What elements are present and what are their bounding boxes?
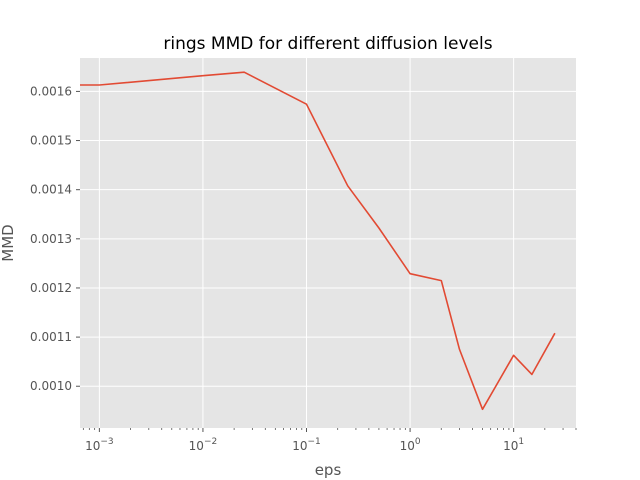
y-tick-label: 0.0012 <box>30 281 72 295</box>
x-tick-label: 100 <box>400 437 421 453</box>
y-axis-label: MMD <box>0 224 17 261</box>
y-tick-label: 0.0016 <box>30 84 72 98</box>
plot-background <box>80 58 576 428</box>
y-tick-label: 0.0014 <box>30 183 72 197</box>
y-tick-label: 0.0013 <box>30 232 72 246</box>
x-tick-label: 10−1 <box>292 437 321 453</box>
x-axis-label: eps <box>315 461 342 479</box>
minor-ticks <box>82 428 577 430</box>
series-group <box>80 71 556 411</box>
x-tick-label: 10−2 <box>189 437 218 453</box>
x-tick-label: 101 <box>503 437 524 453</box>
series-line <box>80 71 556 411</box>
x-tick-labels: 10−3 10−2 10−1 100 101 <box>85 428 524 453</box>
y-tick-label: 0.0015 <box>30 134 72 148</box>
y-tick-label: 0.0011 <box>30 330 72 344</box>
grid-lines <box>80 58 576 428</box>
chart-title: rings MMD for different diffusion levels <box>163 34 492 54</box>
y-tick-label: 0.0010 <box>30 379 72 393</box>
x-tick-label: 10−3 <box>85 437 114 453</box>
y-tick-labels: 0.0010 0.0011 0.0012 0.0013 0.0014 0.0015 0.00… <box>30 84 80 393</box>
